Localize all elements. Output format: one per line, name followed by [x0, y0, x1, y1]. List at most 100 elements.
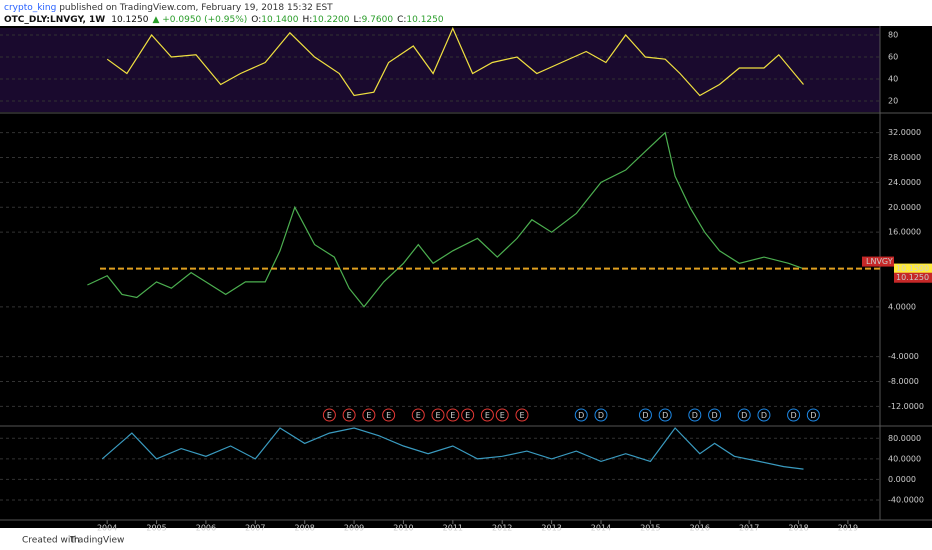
y-tick-label: -8.0000 [888, 377, 919, 386]
last-box [894, 272, 932, 283]
x-tick-label: 2006 [196, 524, 216, 533]
y-tick-label: 28.0000 [888, 153, 921, 162]
symbol: OTC_DLY:LNVGY, 1W [4, 15, 105, 25]
level-label: 10.1500 [896, 264, 929, 273]
dividends-marker [688, 408, 702, 422]
earnings-label: E [347, 411, 352, 420]
x-tick-label: 2004 [97, 524, 117, 533]
dividends-label: D [662, 411, 668, 420]
dividends-label: D [692, 411, 698, 420]
x-tick-label: 2005 [146, 524, 166, 533]
earnings-marker [480, 408, 494, 422]
ohlc-value: 10.1400 [261, 15, 298, 25]
x-tick-label: 2019 [838, 524, 858, 533]
y-tick-label: 32.0000 [888, 128, 921, 137]
x-tick-label: 2017 [739, 524, 759, 533]
y-tick-label: -4.0000 [888, 352, 919, 361]
y-tick-label: 80.0000 [888, 434, 921, 443]
y-tick-label: 40.0000 [888, 454, 921, 463]
x-tick-label: 2007 [245, 524, 265, 533]
rsi-line [106, 26, 804, 97]
dividends-marker [574, 408, 588, 422]
dividends-label: D [642, 411, 648, 420]
ohlc-key: C: [397, 15, 406, 25]
x-tick-label: 2016 [690, 524, 710, 533]
earnings-label: E [465, 411, 470, 420]
earnings-label: E [450, 411, 455, 420]
y-tick-label: 80 [888, 31, 898, 40]
dividends-label: D [810, 411, 816, 420]
y-tick-label: 20 [888, 97, 898, 106]
earnings-label: E [327, 411, 332, 420]
dividends-label: D [790, 411, 796, 420]
dividends-marker [737, 408, 751, 422]
y-tick-label: 24.0000 [888, 178, 921, 187]
dividends-label: D [711, 411, 717, 420]
osc-line [101, 427, 804, 470]
earnings-label: E [416, 411, 421, 420]
price-line [87, 131, 804, 308]
earnings-label: E [435, 411, 440, 420]
dividends-marker [638, 408, 652, 422]
ohlc-key: L: [354, 15, 362, 25]
earnings-label: E [485, 411, 490, 420]
x-tick-label: 2011 [443, 524, 463, 533]
last-label: 10.1250 [896, 273, 929, 282]
x-tick-label: 2014 [591, 524, 611, 533]
change: ▲ +0.0950 (+0.95%) [152, 15, 247, 25]
earnings-marker [382, 408, 396, 422]
dividends-marker [708, 408, 722, 422]
dividends-marker [594, 408, 608, 422]
author[interactable]: crypto_king [4, 3, 56, 13]
dividends-label: D [741, 411, 747, 420]
published: published on TradingView.com, February 1… [56, 3, 333, 13]
x-tick-label: 2013 [541, 524, 561, 533]
earnings-marker [322, 408, 336, 422]
level-box [894, 263, 932, 274]
y-tick-label: -40.0000 [888, 496, 924, 505]
y-tick-label: 20.0000 [888, 203, 921, 212]
x-tick-label: 2012 [492, 524, 512, 533]
earnings-marker [431, 408, 445, 422]
ohlc-key: O: [251, 15, 261, 25]
y-tick-label: 4.0000 [888, 302, 916, 311]
quote-line: OTC_DLY:LNVGY, 1W 10.1250 ▲ +0.0950 (+0.95… [4, 15, 444, 25]
tag-box [862, 256, 894, 267]
earnings-marker [495, 408, 509, 422]
earnings-label: E [386, 411, 391, 420]
y-tick-label: 16.0000 [888, 228, 921, 237]
x-tick-label: 2015 [640, 524, 660, 533]
earnings-label: E [366, 411, 371, 420]
symbol-tag: LNVGY [866, 257, 893, 266]
earnings-marker [461, 408, 475, 422]
price: 10.1250 [111, 15, 148, 25]
y-tick-label: 0.0000 [888, 475, 916, 484]
dividends-label: D [761, 411, 767, 420]
dividends-label: D [578, 411, 584, 420]
header-line: crypto_king published on TradingView.com… [4, 3, 333, 13]
dividends-marker [806, 408, 820, 422]
y-tick-label: 40 [888, 75, 898, 84]
y-tick-label: 60 [888, 53, 898, 62]
earnings-label: E [519, 411, 524, 420]
earnings-marker [342, 408, 356, 422]
x-tick-label: 2010 [393, 524, 413, 533]
dividends-label: D [598, 411, 604, 420]
dividends-marker [757, 408, 771, 422]
y-tick-label: -12.0000 [888, 402, 924, 411]
dividends-marker [658, 408, 672, 422]
earnings-marker [411, 408, 425, 422]
footer-text: Created with [22, 536, 80, 546]
ohlc-value: 10.2200 [312, 15, 349, 25]
ohlc-value: 9.7600 [362, 15, 394, 25]
ohlc-key: H: [302, 15, 312, 25]
ohlc-value: 10.1250 [406, 15, 443, 25]
x-tick-label: 2008 [295, 524, 315, 533]
dividends-marker [787, 408, 801, 422]
x-tick-label: 2009 [344, 524, 364, 533]
rsi-panel [0, 28, 880, 112]
earnings-marker [362, 408, 376, 422]
brand[interactable]: TradingView [69, 536, 124, 546]
